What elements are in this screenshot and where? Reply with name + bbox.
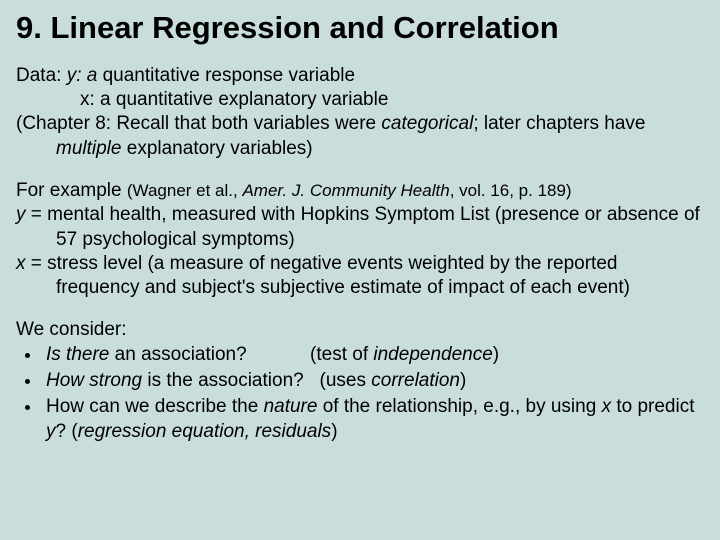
example-intro: For example (Wagner et al., Amer. J. Com…: [16, 179, 704, 203]
consider-list: Is there an association? (test of indepe…: [16, 343, 704, 444]
data-line-y: Data: y: a quantitative response variabl…: [16, 64, 704, 88]
x-definition: x = stress level (a measure of negative …: [16, 252, 704, 301]
bullet-association: Is there an association? (test of indepe…: [42, 343, 704, 367]
consider-label: We consider:: [16, 318, 704, 342]
y-definition: y = mental health, measured with Hopkins…: [16, 203, 704, 252]
slide-body: Data: y: a quantitative response variabl…: [16, 64, 704, 444]
chapter-note: (Chapter 8: Recall that both variables w…: [16, 112, 704, 161]
example-block: For example (Wagner et al., Amer. J. Com…: [16, 179, 704, 301]
consider-block: We consider: Is there an association? (t…: [16, 318, 704, 444]
slide-title: 9. Linear Regression and Correlation: [16, 10, 704, 46]
bullet-nature: How can we describe the nature of the re…: [42, 395, 704, 444]
data-line-x: x: a quantitative explanatory variable: [16, 88, 704, 112]
data-definition-block: Data: y: a quantitative response variabl…: [16, 64, 704, 161]
bullet-strength: How strong is the association? (uses cor…: [42, 369, 704, 393]
